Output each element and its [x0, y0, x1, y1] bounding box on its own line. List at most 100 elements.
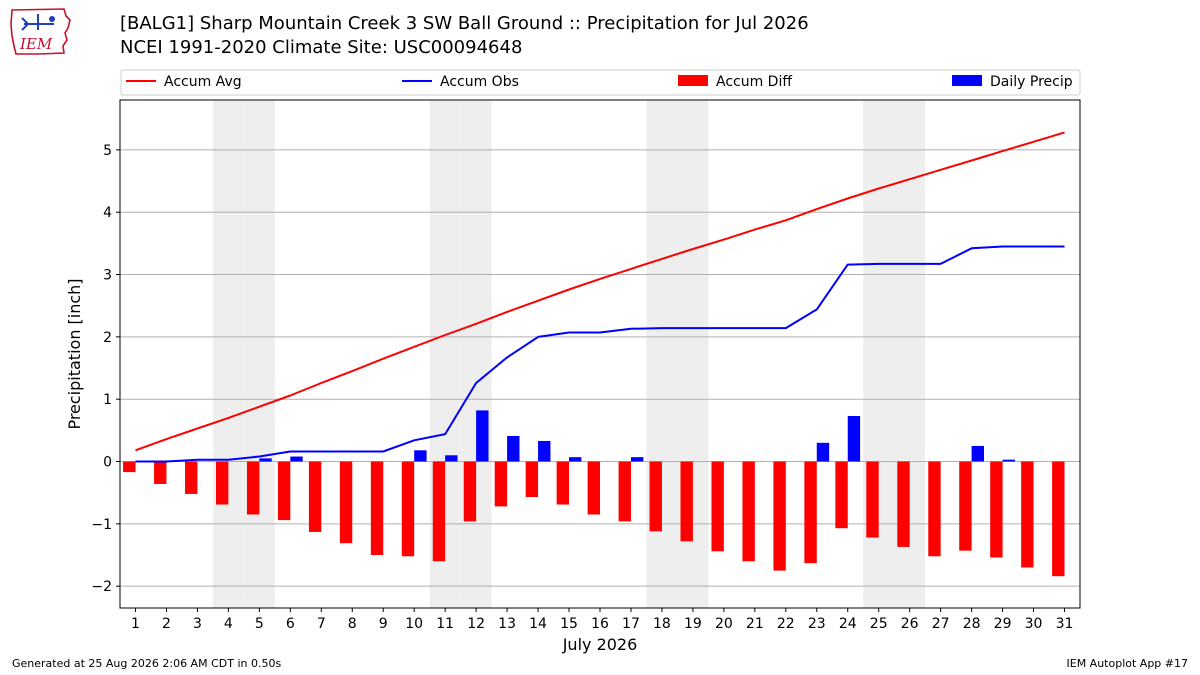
accum-diff-bar — [711, 461, 724, 552]
x-tick-label: 15 — [560, 616, 578, 632]
legend: Accum Avg Accum Obs Accum Diff Daily Pre… — [120, 69, 1081, 96]
y-tick-label: −1 — [91, 517, 112, 533]
x-tick-label: 10 — [405, 616, 423, 632]
x-tick-label: 31 — [1056, 616, 1074, 632]
x-tick-label: 25 — [870, 616, 888, 632]
accum-diff-bar — [123, 461, 136, 473]
weekend-shade-5 — [243, 100, 275, 608]
daily-precip-bar — [290, 456, 303, 462]
accum-diff-bar — [494, 461, 508, 507]
accum-avg-line — [135, 131, 1065, 452]
daily-precip-bar — [538, 440, 551, 462]
accum-diff-bar — [804, 461, 817, 564]
x-tick-label: 30 — [1025, 616, 1043, 632]
autoplot-footer: IEM Autoplot App #17 — [1066, 657, 1189, 670]
legend-label-accum-obs: Accum Obs — [440, 74, 519, 90]
accum-diff-bar — [835, 461, 848, 529]
accum-diff-bar — [525, 461, 539, 498]
weekend-shade-18 — [646, 100, 678, 608]
x-tick-label: 4 — [224, 616, 233, 632]
daily-precip-bar — [1002, 459, 1015, 462]
x-tick-label: 17 — [622, 616, 640, 632]
x-tick-label: 26 — [901, 616, 919, 632]
legend-label-daily-precip: Daily Precip — [990, 74, 1073, 90]
legend-swatch-daily-precip — [952, 75, 982, 86]
iem-logo: IEM — [10, 8, 71, 55]
daily-precip-bar — [630, 457, 644, 462]
accum-diff-bar — [556, 461, 570, 505]
accum-diff-bar — [463, 461, 477, 522]
chart-title: [BALG1] Sharp Mountain Creek 3 SW Ball G… — [120, 13, 809, 34]
x-tick-label: 2 — [162, 616, 171, 632]
accum-diff-bar — [990, 461, 1003, 558]
accum-obs-line — [135, 245, 1065, 463]
x-tick-label: 8 — [348, 616, 357, 632]
daily-precip-bar — [259, 458, 272, 462]
x-tick-label: 11 — [436, 616, 454, 632]
x-tick-label: 9 — [379, 616, 388, 632]
x-tick-label: 19 — [684, 616, 702, 632]
daily-precip-bar — [476, 410, 489, 462]
accum-diff-bar — [432, 461, 446, 562]
y-tick-label: −2 — [91, 579, 112, 595]
x-tick-label: 6 — [286, 616, 295, 632]
legend-label-accum-diff: Accum Diff — [716, 74, 792, 90]
accum-diff-bar — [1052, 461, 1065, 577]
weekend-shade-12 — [460, 100, 492, 608]
accum-diff-bar — [773, 461, 786, 571]
y-tick-label: 5 — [103, 143, 112, 159]
accum-diff-bar — [277, 461, 291, 521]
x-tick-label: 16 — [591, 616, 609, 632]
accum-diff-bar — [216, 461, 229, 505]
x-tick-label: 27 — [932, 616, 950, 632]
y-tick-label: 1 — [103, 392, 112, 408]
x-tick-label: 22 — [777, 616, 795, 632]
weekend-shade-4 — [212, 100, 244, 608]
accum-diff-bar — [308, 461, 322, 532]
accum-diff-bar — [154, 461, 167, 484]
accum-diff-bar — [618, 461, 631, 522]
chart-subtitle: NCEI 1991-2020 Climate Site: USC00094648 — [120, 37, 523, 58]
x-tick-label: 21 — [746, 616, 764, 632]
x-tick-label: 23 — [808, 616, 826, 632]
daily-precip-bar — [414, 450, 427, 462]
accum-diff-bar — [680, 461, 693, 542]
daily-precip-bar — [816, 442, 830, 462]
generated-footer: Generated at 25 Aug 2026 2:06 AM CDT in … — [12, 657, 282, 670]
x-tick-label: 20 — [715, 616, 733, 632]
y-tick-label: 2 — [103, 330, 112, 346]
y-axis-label: Precipitation [inch] — [65, 278, 84, 429]
daily-precip-bar — [847, 416, 861, 462]
daily-precip-bar — [971, 445, 984, 462]
x-tick-label: 13 — [498, 616, 516, 632]
accum-diff-bar — [401, 461, 415, 557]
y-tick-label: 4 — [103, 205, 112, 221]
accum-diff-bar — [649, 461, 662, 532]
daily-precip-bar — [445, 455, 458, 462]
x-tick-label: 7 — [317, 616, 326, 632]
daily-precip-bar — [507, 435, 520, 462]
accum-diff-bar — [370, 461, 384, 556]
x-tick-label: 1 — [131, 616, 140, 632]
x-tick-label: 14 — [529, 616, 547, 632]
accum-diff-bar — [339, 461, 353, 544]
y-tick-label: 0 — [103, 455, 112, 471]
x-tick-label: 24 — [839, 616, 857, 632]
legend-label-accum-avg: Accum Avg — [164, 74, 242, 90]
x-tick-label: 5 — [255, 616, 264, 632]
x-tick-label: 29 — [994, 616, 1012, 632]
lines — [135, 131, 1065, 463]
iowa-outline-icon — [10, 8, 71, 55]
accum-diff-bar — [1021, 461, 1034, 568]
accum-diff-bar — [866, 461, 879, 538]
legend-swatch-accum-diff — [678, 75, 708, 86]
y-tick-label: 3 — [103, 268, 112, 284]
logo-text: IEM — [19, 35, 53, 53]
weather-station-icon — [21, 14, 55, 31]
accum-diff-bar — [897, 461, 910, 547]
accum-diff-bar — [959, 461, 972, 551]
accum-diff-bar — [246, 461, 260, 515]
accum-diff-bar — [587, 461, 600, 515]
